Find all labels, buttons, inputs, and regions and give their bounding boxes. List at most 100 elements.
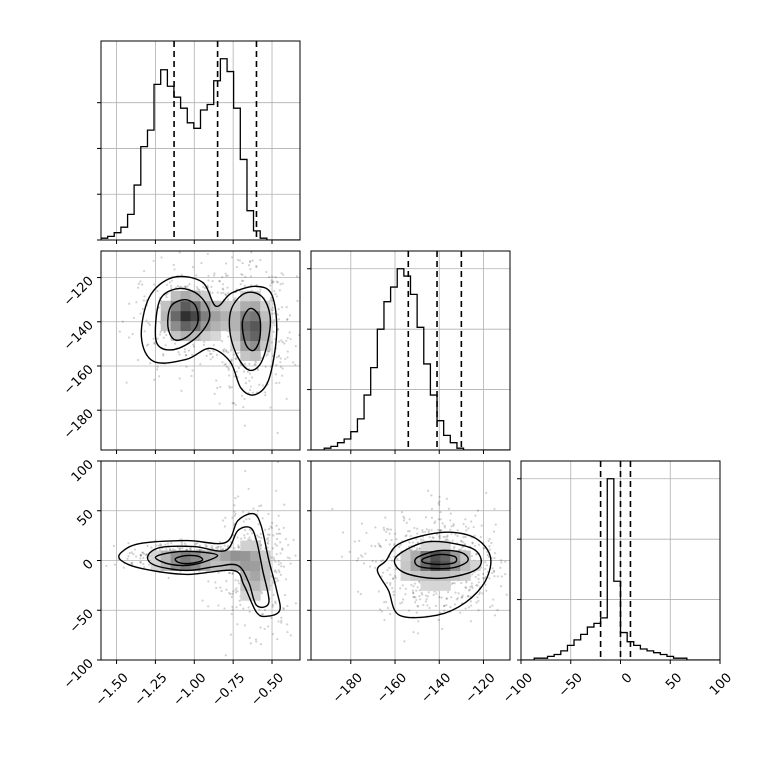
scatter-point: [451, 539, 454, 542]
scatter-point: [437, 518, 441, 521]
scatter-point: [272, 219, 274, 221]
scatter-point: [247, 264, 251, 267]
x-tick-label: −120: [463, 670, 499, 706]
scatter-point: [211, 356, 214, 359]
scatter-point: [257, 535, 261, 539]
scatter-point: [450, 525, 453, 528]
scatter-point: [226, 298, 230, 301]
scatter-point: [121, 320, 124, 323]
scatter-point: [125, 381, 128, 384]
scatter-point: [237, 546, 240, 549]
density-cell: [190, 320, 201, 332]
scatter-point: [482, 572, 485, 576]
scatter-point: [148, 323, 151, 327]
scatter-point: [277, 532, 280, 535]
scatter-point: [484, 567, 487, 571]
scatter-point: [449, 528, 452, 531]
scatter-point: [225, 349, 228, 352]
scatter-point: [476, 509, 480, 512]
scatter-point: [280, 272, 283, 275]
scatter-point: [488, 577, 491, 580]
scatter-point: [292, 361, 295, 364]
scatter-point: [447, 507, 451, 510]
scatter-point: [362, 562, 366, 565]
x-tick-label: −1.50: [93, 670, 132, 709]
scatter-point: [269, 298, 272, 302]
scatter-point: [489, 605, 492, 609]
density-cell: [200, 560, 211, 571]
scatter-point: [408, 518, 411, 521]
scatter-point: [168, 548, 172, 551]
scatter-point: [170, 284, 173, 287]
scatter-point: [467, 589, 471, 592]
scatter-point: [286, 556, 289, 559]
density-cell: [170, 290, 182, 302]
scatter-point: [453, 603, 457, 606]
scatter-point: [424, 516, 428, 519]
scatter-point: [443, 604, 446, 608]
scatter-point: [402, 598, 405, 601]
scatter-point: [396, 557, 399, 561]
scatter-point: [389, 528, 393, 531]
scatter-point: [243, 534, 246, 537]
scatter-point: [282, 608, 285, 611]
scatter-point: [480, 566, 483, 569]
scatter-point: [271, 521, 274, 525]
panel-content: [331, 489, 516, 643]
scatter-point: [264, 528, 267, 531]
scatter-point: [492, 569, 496, 572]
scatter-point: [271, 547, 274, 550]
scatter-point: [240, 273, 243, 276]
scatter-point: [415, 598, 418, 602]
scatter-point: [279, 532, 282, 535]
scatter-point: [473, 534, 476, 537]
scatter-point: [249, 275, 252, 278]
scatter-point: [202, 285, 205, 289]
panel-frame: [310, 250, 511, 451]
scatter-point: [166, 292, 169, 295]
scatter-point: [408, 609, 411, 612]
scatter-point: [267, 542, 270, 545]
scatter-point: [178, 251, 181, 254]
scatter-point: [457, 592, 460, 595]
scatter-point: [384, 516, 387, 519]
scatter-point: [180, 541, 183, 544]
density-cell: [240, 300, 251, 312]
scatter-point: [230, 595, 233, 599]
scatter-point: [226, 292, 230, 295]
scatter-point: [208, 352, 212, 356]
scatter-point: [256, 368, 260, 372]
scatter-point: [438, 500, 441, 503]
scatter-point: [398, 545, 401, 548]
scatter-point: [411, 589, 414, 592]
scatter-point: [191, 265, 195, 269]
scatter-point: [227, 368, 230, 371]
scatter-point: [389, 612, 392, 616]
scatter-point: [155, 544, 158, 547]
scatter-point: [400, 510, 404, 514]
scatter-point: [455, 598, 458, 601]
scatter-point: [388, 532, 391, 535]
scatter-point: [418, 595, 421, 598]
density-cell: [470, 560, 481, 571]
scatter-point: [225, 579, 228, 583]
contour-line: [140, 275, 278, 396]
density-cell: [210, 330, 221, 342]
scatter-point: [444, 535, 447, 538]
scatter-point: [514, 555, 516, 557]
scatter-point: [245, 518, 248, 521]
scatter-point: [219, 385, 222, 389]
scatter-point: [391, 577, 395, 581]
scatter-point: [248, 362, 251, 365]
scatter-point: [146, 544, 149, 548]
scatter-point: [256, 534, 259, 537]
scatter-point: [412, 585, 415, 588]
scatter-point: [266, 533, 270, 536]
scatter-point: [404, 535, 407, 538]
scatter-point: [236, 258, 239, 262]
scatter-point: [453, 582, 456, 585]
scatter-point: [480, 524, 483, 527]
scatter-point: [443, 609, 446, 612]
scatter-point: [273, 221, 275, 223]
scatter-point: [267, 537, 270, 540]
